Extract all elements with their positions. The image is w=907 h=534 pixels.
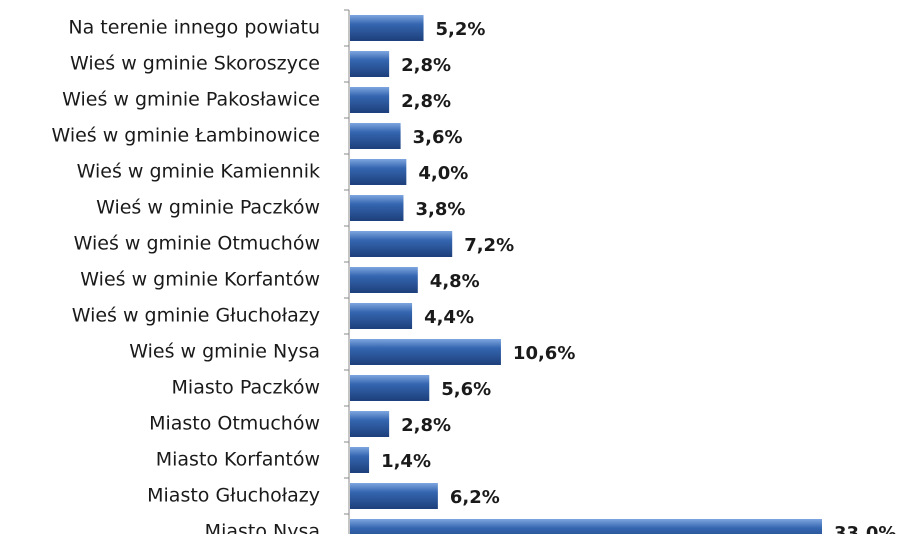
category-label: Wieś w gminie Skoroszyce [70, 53, 320, 75]
category-label: Wieś w gminie Łambinowice [51, 125, 320, 147]
bar [350, 519, 822, 534]
value-label: 2,8% [401, 415, 451, 436]
value-label: 5,2% [436, 19, 486, 40]
value-label: 2,8% [401, 91, 451, 112]
category-label: Wieś w gminie Kamiennik [77, 161, 320, 183]
category-label: Na terenie innego powiatu [68, 17, 320, 39]
category-label: Miasto Nysa [205, 521, 320, 534]
bar [350, 231, 453, 257]
bar [350, 339, 501, 365]
value-label: 3,8% [415, 199, 465, 220]
value-label: 4,8% [430, 271, 480, 292]
bar [350, 375, 430, 401]
bar [350, 267, 418, 293]
value-label: 4,0% [418, 163, 468, 184]
value-label: 1,4% [381, 451, 431, 472]
bar [350, 411, 390, 437]
category-label: Miasto Korfantów [156, 449, 320, 471]
category-label: Miasto Paczków [172, 377, 320, 399]
value-label: 2,8% [401, 55, 451, 76]
category-label: Miasto Otmuchów [149, 413, 320, 435]
bar [350, 483, 438, 509]
value-label: 5,6% [441, 379, 491, 400]
bar [350, 87, 390, 113]
category-label: Miasto Głuchołazy [147, 485, 320, 507]
value-label: 4,4% [424, 307, 474, 328]
value-label: 6,2% [450, 487, 500, 508]
bar [350, 447, 370, 473]
bar [350, 159, 407, 185]
bar [350, 123, 401, 149]
value-label: 10,6% [513, 343, 575, 364]
value-label: 3,6% [413, 127, 463, 148]
category-label: Wieś w gminie Nysa [129, 341, 320, 363]
value-label: 33,0% [834, 523, 896, 534]
category-label: Wieś w gminie Korfantów [80, 269, 320, 291]
category-label: Wieś w gminie Pakosławice [62, 89, 320, 111]
category-label: Wieś w gminie Głuchołazy [72, 305, 320, 327]
bar [350, 51, 390, 77]
category-label: Wieś w gminie Otmuchów [74, 233, 320, 255]
bar [350, 195, 404, 221]
bar [350, 303, 413, 329]
category-label: Wieś w gminie Paczków [96, 197, 320, 219]
bar [350, 15, 424, 41]
value-label: 7,2% [464, 235, 514, 256]
